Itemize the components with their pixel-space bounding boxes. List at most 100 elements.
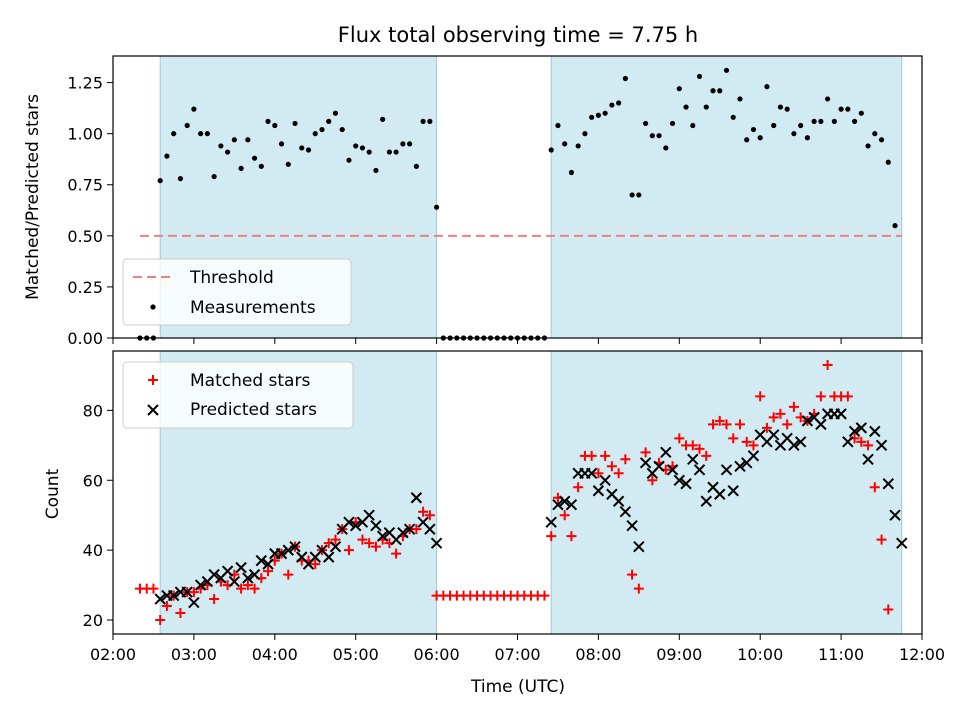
matched-star-point (242, 580, 253, 591)
legend-matched-label: Matched stars (190, 371, 310, 391)
matched-star-point (418, 506, 429, 517)
measurement-point (568, 169, 575, 176)
matched-star-point (175, 608, 186, 619)
predicted-star-point (835, 408, 847, 420)
predicted-star-point (289, 540, 301, 553)
observing-window-1 (550, 350, 903, 635)
x-tick-label: 10:00 (737, 645, 783, 664)
measurement-point (784, 106, 790, 112)
matched-star-point (694, 443, 705, 454)
measurement-point (191, 106, 197, 112)
legend-predicted-swatch (147, 404, 159, 416)
matched-star-point (613, 468, 624, 479)
predicted-star-point (815, 418, 827, 431)
y-tick-label: 0.00 (67, 329, 103, 348)
predicted-star-point (848, 425, 861, 438)
x-tick-label: 09:00 (656, 645, 702, 664)
matched-star-point (761, 422, 772, 433)
matched-star-point (606, 461, 617, 472)
measurement-point (184, 122, 190, 129)
x-tick-label: 02:00 (90, 645, 136, 664)
matched-star-point (249, 583, 260, 594)
measurement-point (353, 143, 359, 149)
axes-frame (112, 350, 923, 635)
measurement-point (198, 131, 204, 137)
matched-star-point (148, 583, 159, 594)
measurement-point (703, 104, 709, 110)
measurement-point (791, 131, 797, 137)
predicted-star-point (545, 516, 557, 528)
matched-star-point (721, 419, 732, 430)
measurement-point (299, 145, 305, 151)
predicted-star-point (714, 488, 726, 500)
matched-star-point (546, 531, 557, 542)
predicted-star-point (154, 593, 166, 605)
matched-star-point (647, 475, 658, 486)
matched-star-point (741, 436, 752, 447)
y-tick-label: 60 (83, 471, 103, 490)
predicted-star-point (275, 547, 288, 560)
measurement-point (744, 137, 750, 143)
legend-matched-swatch (148, 375, 158, 385)
predicted-star-point (424, 523, 436, 535)
matched-star-point (263, 566, 274, 577)
measurement-point (211, 173, 217, 180)
predicted-star-point (188, 596, 200, 609)
matched-star-point (370, 541, 381, 552)
legend-measurement-swatch (150, 304, 156, 310)
predicted-star-point (693, 464, 706, 476)
measurement-point (723, 67, 730, 73)
matched-star-point (869, 482, 880, 493)
measurement-point (582, 131, 588, 137)
measurement-point (204, 131, 210, 137)
measurement-point (818, 118, 824, 124)
matched-star-point (627, 569, 638, 580)
measurement-point (326, 118, 332, 124)
y-tick-label: 0.75 (67, 176, 103, 195)
measurement-point (737, 96, 743, 102)
matched-star-point (815, 391, 826, 402)
measurement-point (278, 141, 285, 147)
predicted-star-point (700, 495, 712, 507)
top-y-axis-label: Matched/Predicted stars (23, 94, 43, 300)
measurement-point (663, 145, 669, 151)
measurement-point (319, 126, 325, 133)
matched-star-point (593, 468, 604, 479)
matched-star-point (310, 559, 321, 570)
predicted-star-point (558, 495, 571, 507)
y-tick-label: 0.25 (67, 278, 103, 297)
predicted-star-point (181, 586, 193, 598)
predicted-star-point (619, 506, 632, 518)
predicted-star-point (855, 422, 868, 434)
y-tick-label: 1.25 (67, 74, 103, 93)
measurement-point (845, 106, 851, 112)
predicted-star-point (882, 478, 894, 490)
matched-star-point (343, 545, 354, 556)
predicted-star-point (585, 467, 598, 479)
measurement-point (878, 137, 885, 143)
predicted-star-point (842, 436, 854, 448)
measurement-point (312, 131, 318, 137)
y-tick-label: 1.00 (67, 125, 103, 144)
measurement-point (595, 112, 602, 118)
predicted-star-point (242, 572, 254, 584)
matched-star-point (161, 601, 172, 612)
measurement-point (164, 153, 170, 159)
legend-measurement-label: Measurements (190, 298, 316, 318)
predicted-star-point (552, 499, 564, 511)
observing-window-1 (550, 55, 903, 339)
measurement-point (272, 122, 278, 129)
x-tick-label: 11:00 (818, 645, 864, 664)
measurement-point (656, 133, 662, 139)
matched-star-point (856, 436, 867, 447)
predicted-star-point (794, 436, 807, 448)
measurement-point (238, 165, 244, 171)
y-tick-label: 0.50 (67, 227, 103, 246)
legend: Threshold Measurements (122, 258, 352, 326)
matched-star-point (728, 433, 739, 444)
matched-star-point (714, 415, 725, 426)
measurement-point (717, 88, 723, 94)
measurement-point (555, 122, 561, 129)
legend: Matched stars Predicted stars (122, 361, 354, 429)
